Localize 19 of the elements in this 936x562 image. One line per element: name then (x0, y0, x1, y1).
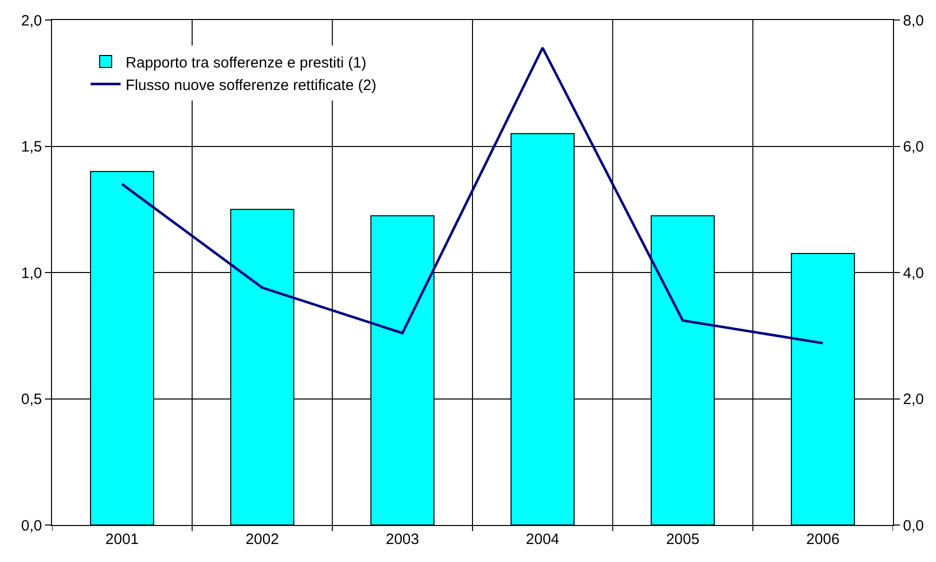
line-series (120, 46, 824, 344)
legend-label: Rapporto tra sofferenze e prestiti (1) (126, 54, 366, 72)
x-tick-label: 2001 (105, 531, 139, 548)
y2-tick-label: 2,0 (903, 391, 924, 408)
x-tick-label: 2005 (666, 531, 700, 548)
x-tick-label: 2003 (386, 531, 420, 548)
x-tick-label: 2004 (526, 531, 560, 548)
y-tick-label: 0,0 (21, 517, 42, 534)
y-tick-label: 2,0 (21, 12, 42, 30)
legend-label: Flusso nuove sofferenze rettificate (2) (126, 76, 376, 94)
x-tick-label: 2006 (806, 531, 840, 548)
y2-tick-label: 0,0 (903, 517, 924, 534)
x-tick-label: 2002 (246, 531, 279, 548)
y-tick-label: 1,0 (21, 264, 42, 282)
y-tick-label: 0,5 (21, 391, 42, 408)
y2-tick-label: 6,0 (903, 138, 924, 156)
y2-tick-label: 8,0 (903, 12, 924, 30)
y-tick-label: 1,5 (21, 138, 42, 156)
y2-tick-label: 4,0 (903, 264, 924, 282)
